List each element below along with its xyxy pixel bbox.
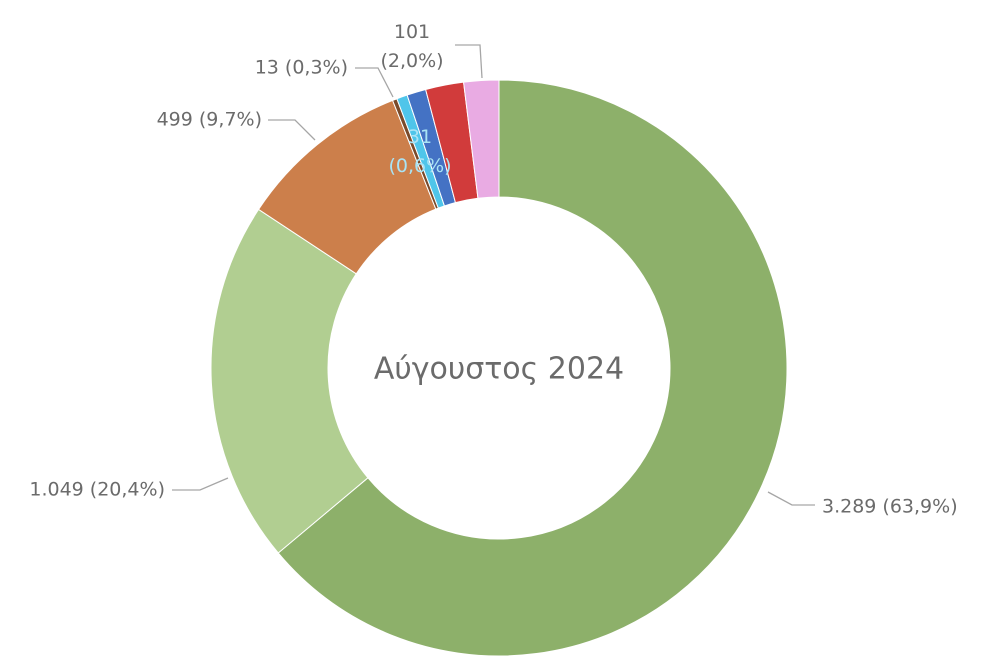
donut-segment xyxy=(210,208,369,554)
data-label: 101 (2,0%) xyxy=(380,21,443,72)
data-label: 3.289 (63,9%) xyxy=(822,496,958,518)
data-label-line: (0,6%) xyxy=(388,155,451,177)
data-label-line: 31 xyxy=(408,126,432,148)
leader-line xyxy=(355,67,394,98)
center-text: Αύγουστος 2024 xyxy=(374,352,624,387)
leader-line xyxy=(172,477,229,491)
leader-line xyxy=(268,119,316,141)
data-label: 499 (9,7%) xyxy=(157,109,262,131)
data-label-line: 101 xyxy=(394,21,430,43)
data-label: 1.049 (20,4%) xyxy=(29,479,165,501)
donut-segment xyxy=(463,79,500,199)
data-label: 31 (0,6%) xyxy=(388,126,451,177)
leader-line xyxy=(455,44,483,79)
data-label-line: (2,0%) xyxy=(380,50,443,72)
leader-line xyxy=(767,491,815,506)
data-label: 13 (0,3%) xyxy=(255,57,348,79)
donut-segment xyxy=(277,79,788,657)
